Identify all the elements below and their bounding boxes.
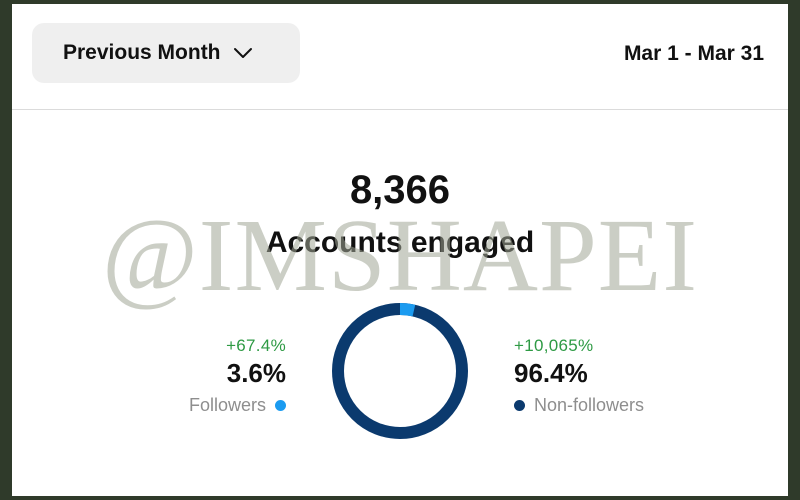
followers-percent: 3.6% [226, 358, 286, 388]
header: Previous Month Mar 1 - Mar 31 [12, 4, 788, 110]
non-followers-legend-label: Non-followers [534, 395, 645, 415]
non-followers-dot-icon [514, 400, 525, 411]
accounts-engaged-label: Accounts engaged [265, 226, 535, 259]
period-dropdown-button[interactable]: Previous Month [32, 23, 300, 83]
date-range: Mar 1 - Mar 31 [623, 42, 764, 65]
followers-dot-icon [275, 400, 286, 411]
non-followers-percent: 96.4% [514, 358, 588, 388]
chevron-down-icon [233, 46, 253, 60]
accounts-engaged-count: 8,366 [349, 168, 451, 212]
donut-segment-followers [332, 303, 468, 439]
followers-legend-label: Followers [188, 395, 266, 415]
non-followers-stat: +10,065% 96.4% Non-followers [514, 336, 644, 416]
non-followers-legend: Non-followers [514, 395, 644, 416]
donut-segment-non-followers [332, 303, 468, 439]
period-label: Previous Month [63, 41, 221, 64]
followers-stat: +67.4% 3.6% Followers [189, 336, 286, 416]
engagement-donut-chart [332, 303, 468, 439]
non-followers-change: +10,065% [514, 336, 594, 355]
followers-change: +67.4% [226, 336, 286, 355]
followers-legend: Followers [189, 395, 286, 416]
